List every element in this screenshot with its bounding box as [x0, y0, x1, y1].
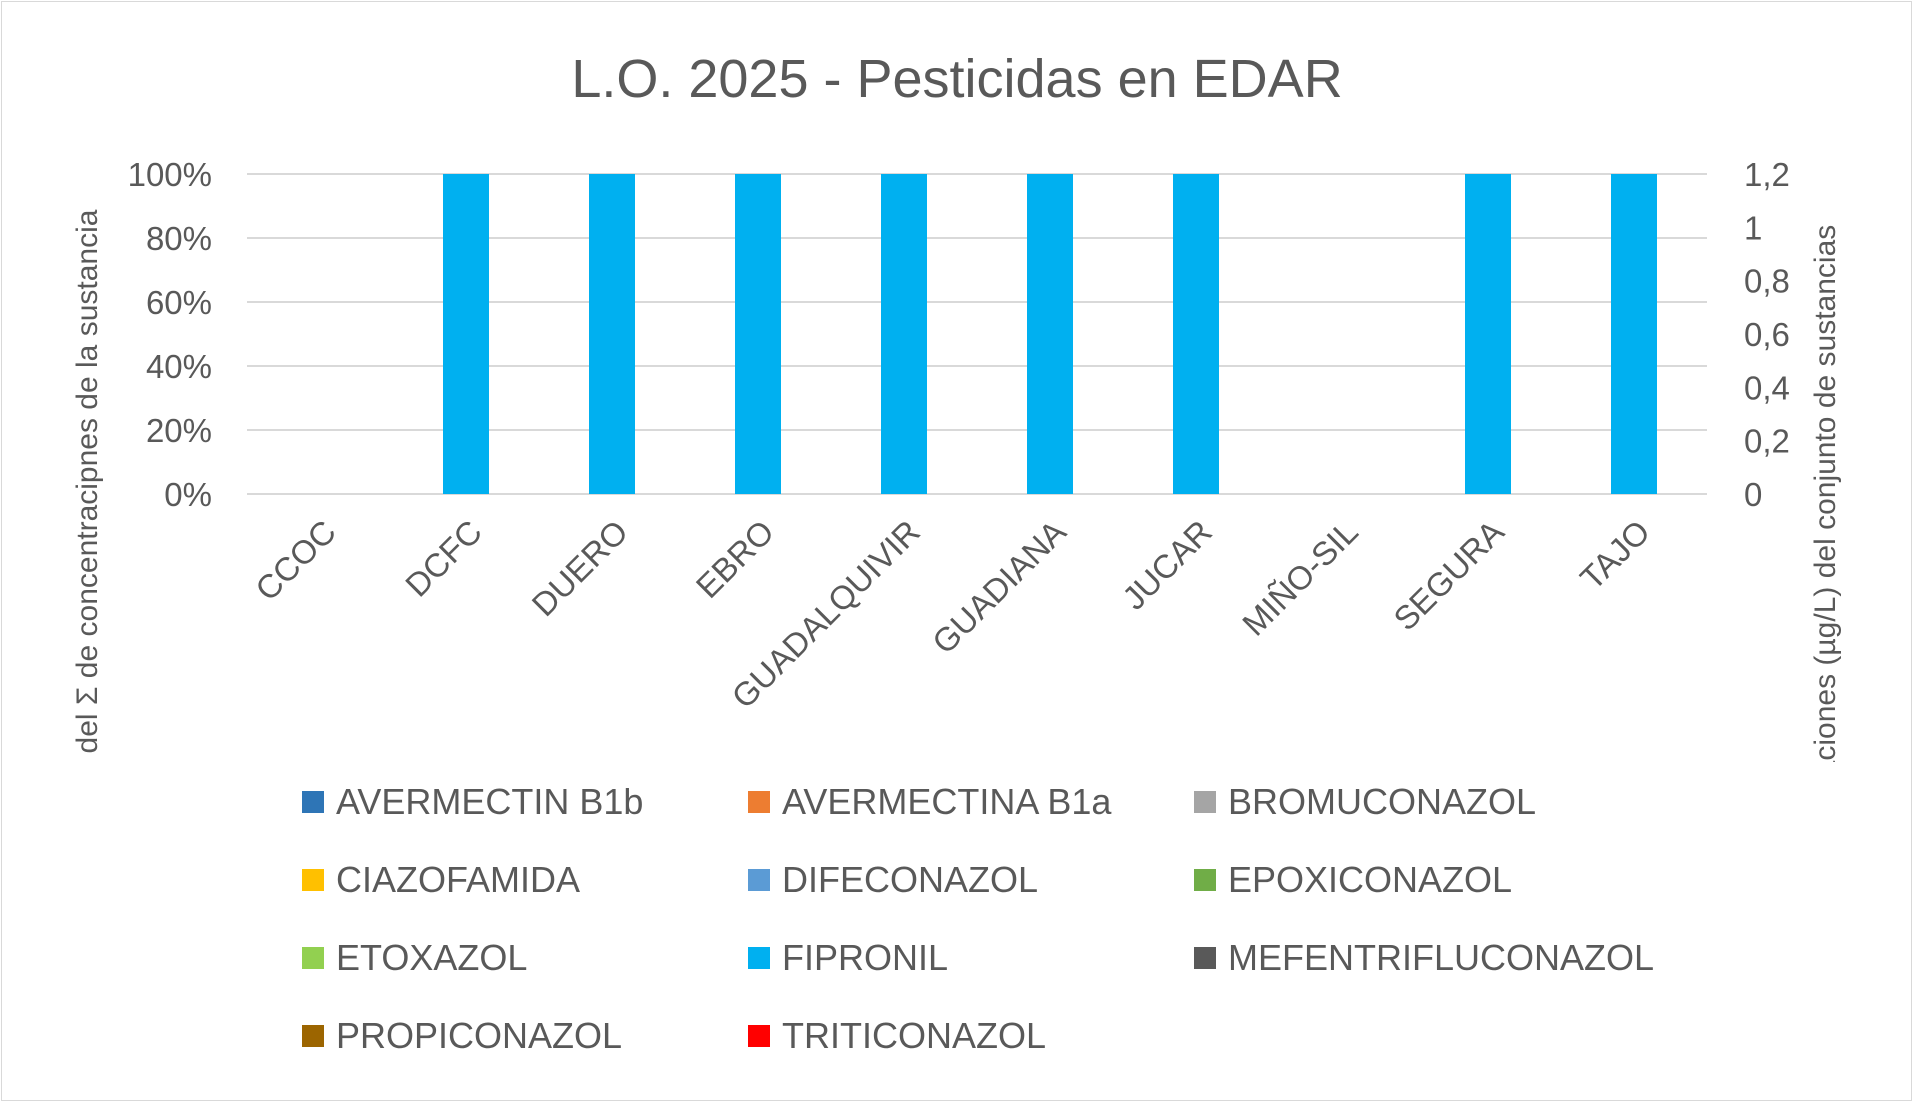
y-tick-label: 80%	[146, 220, 212, 257]
legend-swatch	[302, 869, 324, 891]
gridlines	[247, 173, 1707, 495]
x-tick-label: CCOC	[248, 513, 343, 608]
y-tick-label: 100%	[128, 156, 212, 193]
x-tick-label: GUADIANA	[925, 513, 1073, 661]
x-tick-label: JUCAR	[1115, 513, 1219, 617]
x-tick-label: SEGURA	[1386, 513, 1511, 638]
legend-item: BROMUCONAZOL	[1194, 781, 1537, 822]
bar-fipronil-segura	[1465, 174, 1511, 494]
bar-fipronil-ebro	[735, 174, 781, 494]
x-tick-label: DUERO	[525, 513, 635, 623]
legend-label: AVERMECTIN B1b	[336, 781, 644, 822]
y2-tick-label: 0,6	[1744, 316, 1790, 353]
legend-label: TRITICONAZOL	[782, 1015, 1047, 1056]
x-tick-label: TAJO	[1573, 513, 1657, 597]
legend-label: BROMUCONAZOL	[1228, 781, 1537, 822]
legend-item: MEFENTRIFLUCONAZOL	[1194, 937, 1655, 978]
bar-fipronil-tajo	[1611, 174, 1657, 494]
y-tick-label: 0%	[164, 476, 212, 513]
legend-swatch	[748, 869, 770, 891]
chart-title: L.O. 2025 - Pesticidas en EDAR	[571, 49, 1342, 109]
legend-swatch	[1194, 947, 1216, 969]
y2-tick-label: 1	[1744, 209, 1762, 246]
x-tick-label: EBRO	[689, 513, 781, 605]
bar-fipronil-duero	[589, 174, 635, 494]
legend-label: MEFENTRIFLUCONAZOL	[1228, 937, 1655, 978]
bar-fipronil-guadiana	[1027, 174, 1073, 494]
bar-fipronil-dcfc	[443, 174, 489, 494]
legend-item: ETOXAZOL	[302, 937, 528, 978]
legend-item: DIFECONAZOL	[748, 859, 1039, 900]
y2-axis-label: Σ concentraciones (µg/L) del conjunto de…	[1809, 225, 1842, 762]
chart-area: L.O. 2025 - Pesticidas en EDAR 0% 20% 40% 6…	[71, 49, 1842, 762]
bar-fipronil-jucar	[1173, 174, 1219, 494]
legend-swatch	[748, 1025, 770, 1047]
bars	[443, 174, 1657, 494]
legend-swatch	[1194, 869, 1216, 891]
y-axis-label: % del Σ de concentracipnes de la sustanc…	[71, 209, 104, 762]
y-tick-label: 60%	[146, 284, 212, 321]
legend-swatch	[302, 947, 324, 969]
x-tick-label: DCFC	[398, 513, 489, 604]
legend-item: AVERMECTINA B1a	[748, 781, 1112, 822]
legend-item: TRITICONAZOL	[748, 1015, 1047, 1056]
legend-swatch	[748, 947, 770, 969]
y-axis-ticks: 0% 20% 40% 60% 80% 100%	[128, 156, 212, 513]
y2-tick-label: 0	[1744, 476, 1762, 513]
y-tick-label: 20%	[146, 412, 212, 449]
y2-tick-label: 0,4	[1744, 369, 1790, 406]
y2-tick-label: 0,8	[1744, 263, 1790, 300]
legend-item: AVERMECTIN B1b	[302, 781, 644, 822]
legend-label: CIAZOFAMIDA	[336, 859, 581, 900]
legend-swatch	[1194, 791, 1216, 813]
y2-tick-label: 0,2	[1744, 423, 1790, 460]
legend-label: FIPRONIL	[782, 937, 949, 978]
bar-fipronil-guadalquivir	[881, 174, 927, 494]
legend-item: CIAZOFAMIDA	[302, 859, 581, 900]
legend-item: EPOXICONAZOL	[1194, 859, 1513, 900]
legend-item: PROPICONAZOL	[302, 1015, 623, 1056]
legend-swatch	[748, 791, 770, 813]
x-tick-label: MIÑO-SIL	[1235, 513, 1365, 643]
legend-label: AVERMECTINA B1a	[782, 781, 1112, 822]
legend-label: ETOXAZOL	[336, 937, 528, 978]
legend-swatch	[302, 1025, 324, 1047]
legend-label: DIFECONAZOL	[782, 859, 1039, 900]
legend-label: EPOXICONAZOL	[1228, 859, 1513, 900]
y-tick-label: 40%	[146, 348, 212, 385]
legend-label: PROPICONAZOL	[336, 1015, 623, 1056]
legend-swatch	[302, 791, 324, 813]
y2-axis-ticks: 0 0,2 0,4 0,6 0,8 1 1,2	[1744, 156, 1790, 513]
legend-item: FIPRONIL	[748, 937, 949, 978]
y2-tick-label: 1,2	[1744, 156, 1790, 193]
